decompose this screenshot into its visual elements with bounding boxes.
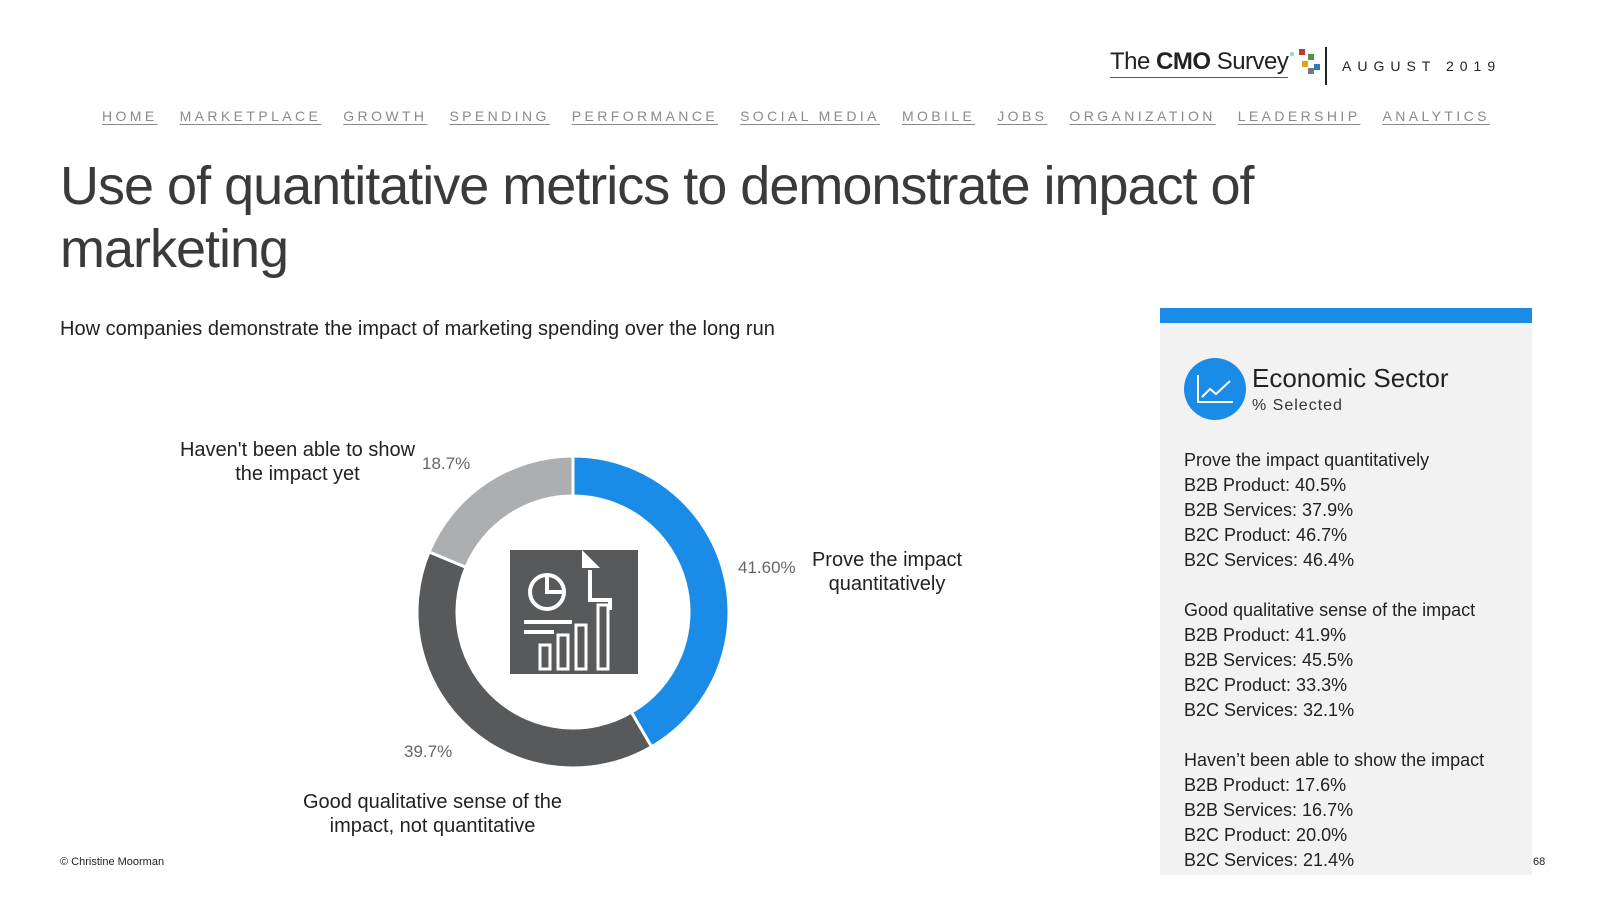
group-row: B2C Services: 46.4% bbox=[1184, 550, 1355, 570]
label-not-able-to-show: Haven't been able to show the impact yet bbox=[179, 439, 416, 485]
group-heading: Prove the impact quantitatively bbox=[1184, 450, 1430, 470]
economic-sector-panel: Economic Sector % Selected Prove the imp… bbox=[1160, 308, 1532, 875]
nav-growth[interactable]: GROWTH bbox=[343, 108, 428, 124]
panel-subtitle: % Selected bbox=[1252, 397, 1343, 414]
nav-marketplace[interactable]: MARKETPLACE bbox=[179, 108, 322, 124]
group-heading: Good qualitative sense of the impact bbox=[1184, 600, 1476, 620]
pct-prove-quantitatively: 41.60% bbox=[738, 558, 796, 577]
page-number: 68 bbox=[1533, 856, 1546, 868]
page-title: Use of quantitative metrics to demonstra… bbox=[60, 156, 1255, 279]
group-row: B2B Services: 45.5% bbox=[1184, 650, 1354, 670]
group-row: B2C Product: 33.3% bbox=[1184, 675, 1348, 695]
group-row: B2C Services: 32.1% bbox=[1184, 700, 1355, 720]
nav-performance[interactable]: PERFORMANCE bbox=[571, 108, 719, 124]
group-good-qualitative: Good qualitative sense of the impact B2B… bbox=[1184, 598, 1484, 723]
group-row: B2B Product: 40.5% bbox=[1184, 475, 1347, 495]
group-heading: Haven’t been able to show the impact bbox=[1184, 750, 1485, 770]
group-row: B2B Services: 37.9% bbox=[1184, 500, 1354, 520]
panel-title: Economic Sector bbox=[1252, 363, 1449, 393]
top-nav: HOME MARKETPLACE GROWTH SPENDING PERFORM… bbox=[102, 108, 1490, 124]
survey-date: AUGUST 2019 bbox=[1342, 58, 1502, 74]
group-not-able-to-show: Haven’t been able to show the impact B2B… bbox=[1184, 748, 1484, 873]
panel-body: Prove the impact quantitatively B2B Prod… bbox=[1184, 448, 1484, 898]
nav-mobile[interactable]: MOBILE bbox=[901, 108, 976, 124]
group-row: B2C Services: 21.4% bbox=[1184, 850, 1355, 870]
nav-spending[interactable]: SPENDING bbox=[449, 108, 550, 124]
slice-not-able-to-show bbox=[427, 454, 575, 570]
nav-jobs[interactable]: JOBS bbox=[997, 108, 1048, 124]
nav-social-media[interactable]: SOCIAL MEDIA bbox=[740, 108, 880, 124]
group-row: B2B Product: 41.9% bbox=[1184, 625, 1347, 645]
logo-dots-icon bbox=[1290, 48, 1328, 78]
chart-subtitle: How companies demonstrate the impact of … bbox=[60, 318, 775, 340]
group-row: B2C Product: 46.7% bbox=[1184, 525, 1348, 545]
nav-analytics[interactable]: ANALYTICS bbox=[1382, 108, 1490, 124]
group-row: B2B Product: 17.6% bbox=[1184, 775, 1347, 795]
label-good-qualitative: Good qualitative sense of the impact, not… bbox=[302, 791, 563, 837]
logo-text: The CMO Survey bbox=[1110, 48, 1289, 78]
pct-not-able-to-show: 18.7% bbox=[422, 454, 471, 473]
nav-home[interactable]: HOME bbox=[102, 108, 158, 124]
group-row: B2C Product: 20.0% bbox=[1184, 825, 1348, 845]
line-chart-icon bbox=[1184, 358, 1246, 420]
report-chart-icon bbox=[510, 550, 638, 674]
label-prove-quantitatively: Prove the impact quantitatively bbox=[811, 549, 963, 595]
group-prove-quantitatively: Prove the impact quantitatively B2B Prod… bbox=[1184, 448, 1484, 573]
nav-organization[interactable]: ORGANIZATION bbox=[1069, 108, 1216, 124]
pct-good-qualitative: 39.7% bbox=[404, 742, 453, 761]
nav-leadership[interactable]: LEADERSHIP bbox=[1237, 108, 1361, 124]
slice-prove-quantitatively bbox=[571, 454, 731, 749]
group-row: B2B Services: 16.7% bbox=[1184, 800, 1354, 820]
logo-divider bbox=[1325, 47, 1327, 85]
slice-good-qualitative bbox=[415, 549, 654, 770]
copyright: © Christine Moorman bbox=[60, 856, 165, 868]
cmo-survey-logo[interactable]: The CMO Survey bbox=[1110, 48, 1328, 78]
